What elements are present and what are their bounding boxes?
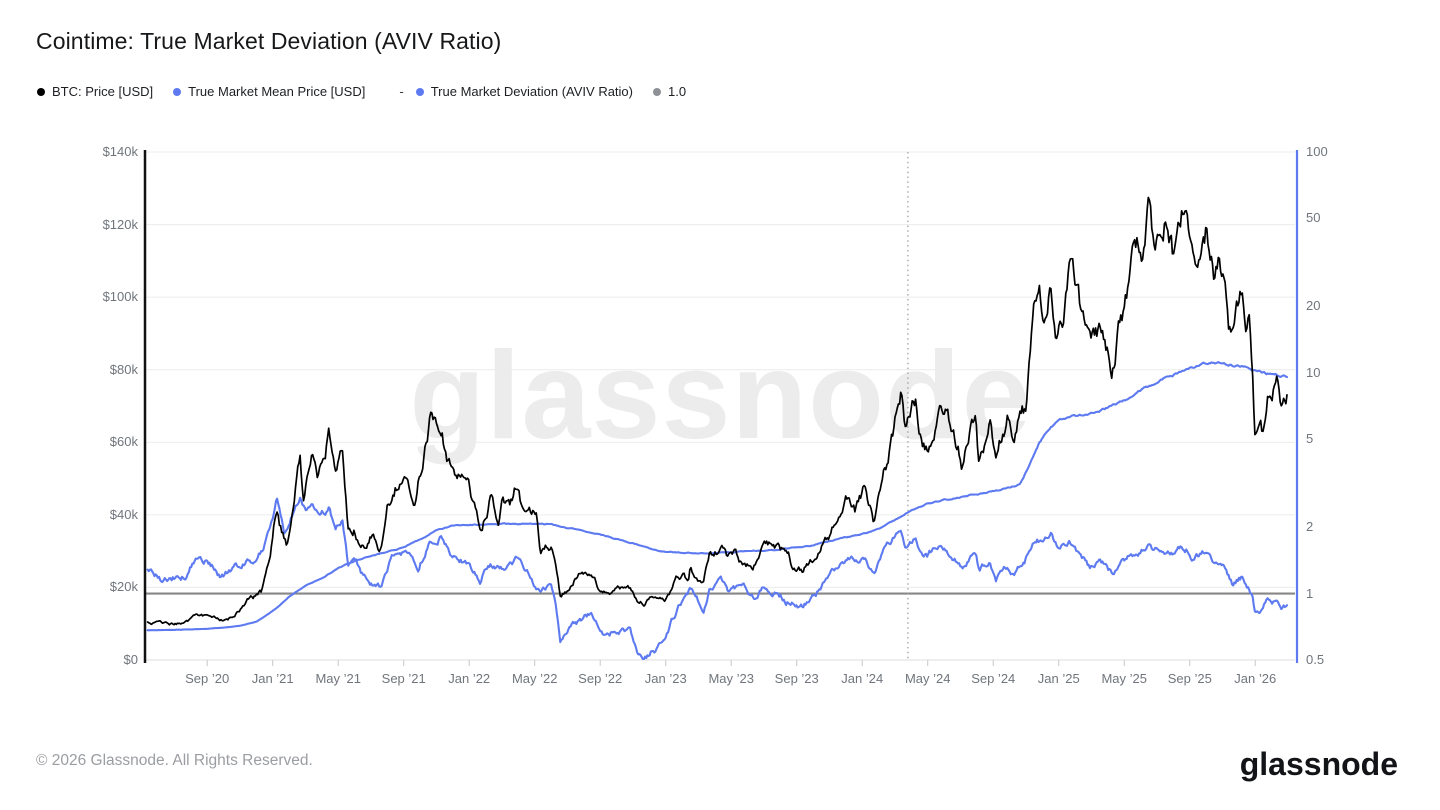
y-axis-label-right: 100 xyxy=(1306,144,1328,159)
legend-item-true-market-deviation-aviv-ratio[interactable]: True Market Deviation (AVIV Ratio) xyxy=(415,84,633,99)
x-axis-label: Sep ’25 xyxy=(1167,671,1212,686)
glassnode-logo: glassnode xyxy=(1239,746,1398,782)
y-axis-label-left: $80k xyxy=(109,361,138,377)
y-axis-label-left: $100k xyxy=(102,289,138,305)
x-axis-label: Jan ’23 xyxy=(644,671,687,686)
x-axis-label: Jan ’24 xyxy=(841,671,884,686)
legend-dot-icon xyxy=(173,87,182,96)
legend-dot-icon xyxy=(415,87,424,96)
copyright-text: © 2026 Glassnode. All Rights Reserved. xyxy=(36,752,313,769)
x-axis-label: May ’23 xyxy=(708,671,754,686)
y-axis-label-right: 10 xyxy=(1306,364,1321,380)
y-axis-label-left: $140k xyxy=(102,144,138,159)
x-axis-label: Sep ’23 xyxy=(774,671,819,686)
glassnode-watermark: glassnode xyxy=(409,327,1032,465)
legend-label: BTC: Price [USD] xyxy=(52,84,154,99)
y-axis-label-left: $40k xyxy=(109,506,138,522)
x-axis-label: Jan ’22 xyxy=(448,671,491,686)
legend-item-true-market-mean-price-usd[interactable]: True Market Mean Price [USD] xyxy=(173,84,365,99)
x-axis-label: May ’21 xyxy=(315,671,361,686)
y-axis-label-left: $60k xyxy=(109,434,138,450)
y-axis-label-right: 1 xyxy=(1306,585,1314,601)
x-axis-label: May ’25 xyxy=(1101,671,1147,686)
x-axis-label: Sep ’21 xyxy=(381,671,426,686)
y-axis-label-left: $0 xyxy=(123,652,138,667)
series-btc-price-usd[interactable] xyxy=(146,196,1288,626)
x-axis-label: May ’22 xyxy=(511,671,558,686)
x-axis-label: Jan ’25 xyxy=(1037,671,1080,686)
series-true-market-deviation-aviv-ratio[interactable] xyxy=(146,496,1289,661)
y-axis-label-left: $20k xyxy=(109,579,138,595)
x-axis-label: Jan ’26 xyxy=(1234,671,1277,686)
x-axis-label: May ’24 xyxy=(904,671,951,686)
x-axis-label: Sep ’22 xyxy=(578,671,623,686)
legend-separator: - xyxy=(399,84,404,99)
chart-legend: BTC: Price [USD] True Market Mean Price [… xyxy=(37,84,706,99)
x-axis-label: Jan ’21 xyxy=(251,671,294,686)
y-axis-label-left: $120k xyxy=(102,216,138,232)
y-axis-label-right: 20 xyxy=(1306,298,1321,314)
x-axis-label: Sep ’20 xyxy=(185,671,230,686)
page-title: Cointime: True Market Deviation (AVIV Ra… xyxy=(36,28,502,54)
legend-label: True Market Mean Price [USD] xyxy=(188,84,366,99)
y-axis-label-right: 0.5 xyxy=(1306,652,1325,667)
y-axis-label-right: 5 xyxy=(1306,431,1314,447)
legend-item-btc-price-usd[interactable]: BTC: Price [USD] xyxy=(37,84,153,99)
series-true-market-mean-price-usd[interactable] xyxy=(146,361,1289,632)
legend-label: True Market Deviation (AVIV Ratio) xyxy=(430,84,633,99)
x-axis-label: Sep ’24 xyxy=(971,671,1016,686)
legend-item-1-0[interactable]: 1.0 xyxy=(653,84,686,99)
legend-dot-icon xyxy=(37,87,45,96)
y-axis-label-right: 50 xyxy=(1306,210,1321,226)
legend-dot-icon xyxy=(653,87,661,96)
legend-label: 1.0 xyxy=(668,84,687,99)
y-axis-label-right: 2 xyxy=(1306,519,1314,535)
